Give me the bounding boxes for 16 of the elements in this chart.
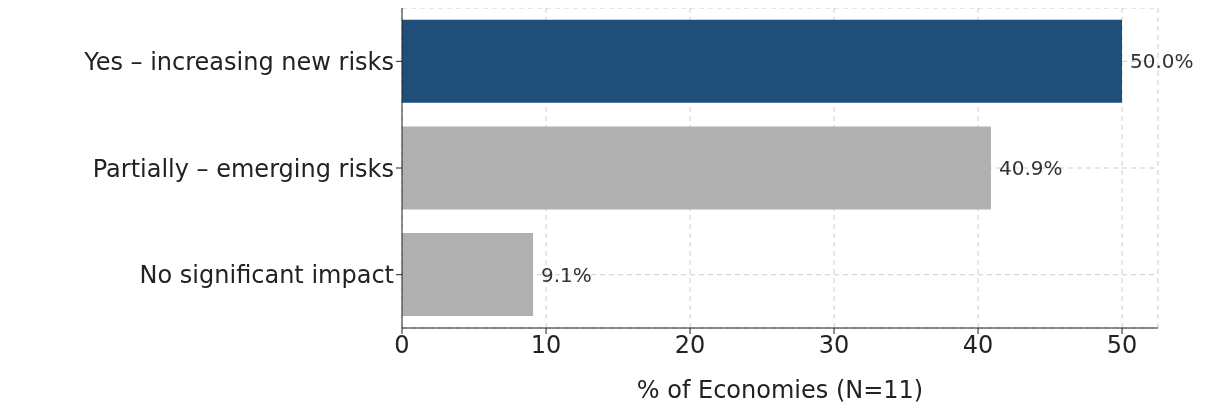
x-axis-title: % of Economies (N=11) — [636, 376, 924, 404]
data-label: 9.1% — [541, 262, 592, 287]
x-tick-label: 20 — [674, 331, 706, 360]
y-tick-label: No significant impact — [139, 261, 394, 290]
x-tick-label: 10 — [530, 331, 562, 360]
x-tick-label: 30 — [818, 331, 850, 360]
y-tick-label: Partially – emerging risks — [92, 154, 394, 183]
bar — [402, 233, 534, 317]
data-label: 40.9% — [998, 155, 1063, 180]
x-tick-label: 40 — [962, 331, 994, 360]
x-tick-label: 50 — [1106, 331, 1138, 360]
bar — [402, 126, 991, 210]
y-tick-label: Yes – increasing new risks — [83, 47, 394, 76]
x-tick-label: 0 — [394, 331, 410, 360]
data-label: 50.0% — [1130, 49, 1194, 74]
bar — [402, 19, 1122, 103]
